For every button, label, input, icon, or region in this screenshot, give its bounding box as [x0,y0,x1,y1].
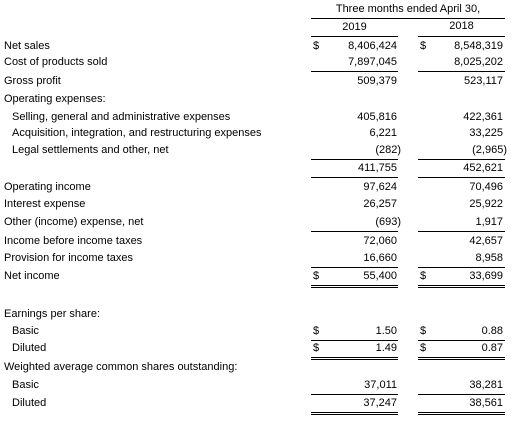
year-header: 2018 [449,20,474,32]
row-label: Gross profit [4,75,61,87]
value: 523,117 [464,75,503,87]
value: 25,922 [469,198,503,210]
value: 452,621 [463,162,503,174]
rule [311,285,398,286]
rule [418,285,505,286]
rule [418,267,505,268]
row-label: Other (income) expense, net [4,216,144,228]
value: (2,965) [472,144,507,156]
currency-sign: $ [313,342,320,354]
value: 509,379 [357,75,397,87]
value: 97,624 [363,181,397,193]
rule [418,340,505,341]
row-label: Diluted [12,397,47,409]
row-label: Diluted [12,342,47,354]
rule [311,357,398,358]
rule [418,359,505,360]
row-label: Income before income taxes [4,235,143,247]
rule [418,159,505,160]
rule [311,267,398,268]
period-header: Three months ended April 30, [335,3,481,15]
value: 33,699 [469,270,503,282]
value: 16,660 [363,252,397,264]
value: 0.87 [481,342,503,354]
value: 1.49 [375,342,397,354]
rule [311,412,398,413]
currency-sign: $ [420,270,427,282]
row-label: Selling, general and administrative expe… [12,111,231,123]
value: 1,917 [475,216,503,228]
rule [311,359,398,360]
rule [311,414,398,415]
rule [418,412,505,413]
row-label: Provision for income taxes [4,252,133,264]
rule [418,394,505,395]
year-header: 2019 [342,21,367,33]
value: 42,657 [469,235,503,247]
value: 8,025,202 [454,56,503,68]
row-label: Operating income [4,181,91,193]
value: (693) [375,216,401,228]
value: 411,755 [358,162,397,174]
row-label: Net income [4,270,60,282]
rule [418,231,505,232]
row-label: Acquisition, integration, and restructur… [12,127,262,139]
value: 422,361 [463,111,503,123]
value: 6,221 [369,127,397,139]
row-label: Basic [12,379,39,391]
row-label: Legal settlements and other, net [12,144,169,156]
rule [311,340,398,341]
rule [311,18,505,19]
value: 26,257 [363,198,397,210]
row-label: Interest expense [4,198,86,210]
value: 405,816 [357,111,397,123]
value: 8,406,424 [348,40,397,52]
rule [418,71,505,72]
row-label: Weighted average common shares outstandi… [4,361,238,373]
row-label: Earnings per share: [4,308,100,320]
rule [311,287,398,288]
value: 8,958 [475,252,503,264]
value: 8,548,319 [454,40,503,52]
value: (282) [375,144,401,156]
value: 37,247 [363,397,397,409]
value: 55,400 [363,270,397,282]
rule [418,287,505,288]
currency-sign: $ [420,325,427,337]
value: 7,897,045 [348,56,397,68]
rule [418,414,505,415]
rule [418,177,505,178]
rule [418,357,505,358]
currency-sign: $ [313,325,320,337]
rule [311,231,398,232]
rule [418,36,505,37]
value: 72,060 [363,235,397,247]
rule [311,177,398,178]
currency-sign: $ [313,270,320,282]
row-label: Cost of products sold [4,56,108,68]
value: 37,011 [364,379,397,391]
row-label: Basic [12,325,39,337]
value: 1.50 [375,325,397,337]
row-label: Operating expenses: [4,93,106,105]
value: 38,561 [469,397,503,409]
value: 33,225 [469,127,503,139]
currency-sign: $ [313,40,320,52]
value: 38,281 [469,379,503,391]
value: 0.88 [481,325,503,337]
rule [311,36,398,37]
value: 70,496 [469,181,503,193]
rule [311,394,398,395]
row-label: Net sales [4,40,50,52]
currency-sign: $ [420,342,427,354]
rule [311,159,398,160]
currency-sign: $ [420,40,427,52]
rule [311,71,398,72]
